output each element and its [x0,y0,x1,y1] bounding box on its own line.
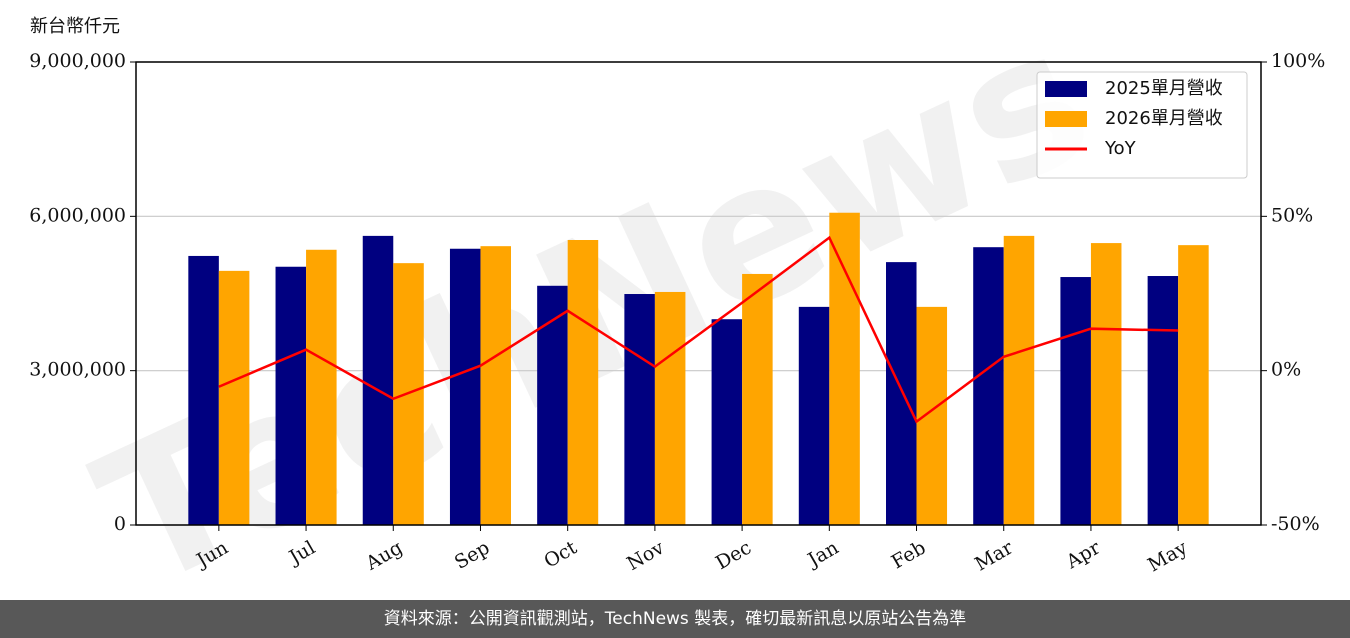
y2-tick-label: 0% [1271,359,1301,381]
x-tick-label: Nov [623,536,668,575]
bar [480,246,511,525]
legend-label: 2025單月營收 [1105,78,1223,99]
bar [654,291,686,525]
bar [1003,235,1035,526]
bar [275,266,307,525]
line [218,235,1179,424]
x-tick-label: Jan [803,537,843,573]
bar [1060,277,1091,525]
x-tick-label: Aug [361,537,406,576]
bar [218,270,250,525]
y2-tick-label: 100% [1271,50,1325,72]
y-tick-label: 3,000,000 [29,359,126,381]
bar [798,306,830,525]
bar [449,248,481,525]
bar [1147,276,1179,525]
x-tick-label: Feb [888,537,930,574]
legend-label: 2026單月營收 [1105,108,1223,129]
bar [624,294,655,525]
bar [973,247,1004,525]
y2-tick-label: 50% [1271,204,1313,226]
footer: 資料來源：公開資訊觀測站，TechNews 製表，確切最新訊息以原站公告為準 [0,600,1350,638]
x-tick-label: Dec [712,537,755,575]
y-axis-label: 新台幣仟元 [30,16,120,37]
legend-swatch [1045,111,1087,127]
bar [711,319,743,525]
y-tick-label: 6,000,000 [29,204,126,226]
plot-frame [135,61,1262,526]
bar [742,273,773,525]
legend-box [1036,71,1248,179]
bar [886,262,917,525]
x-tick-label: Oct [540,536,581,572]
x-tick-label: Mar [971,536,1017,575]
x-tick-label: May [1144,536,1191,576]
bar [829,212,860,525]
legend-swatch [1045,81,1087,97]
bar [362,235,394,526]
bar [916,306,948,525]
bar [1090,243,1122,525]
x-tick-label: Apr [1062,536,1105,573]
bar [306,249,337,525]
bar [567,239,599,525]
y-tick-label: 0 [114,513,126,535]
x-tick-label: Sep [451,537,494,574]
y-tick-label: 9,000,000 [29,50,126,72]
y2-tick-label: -50% [1271,513,1320,535]
legend-label: YoY [1104,138,1137,159]
chart: TechNews 新台幣仟元 03,000,0006,000,0009,000,… [29,0,1325,600]
bar [1178,245,1209,526]
bar [188,255,219,525]
